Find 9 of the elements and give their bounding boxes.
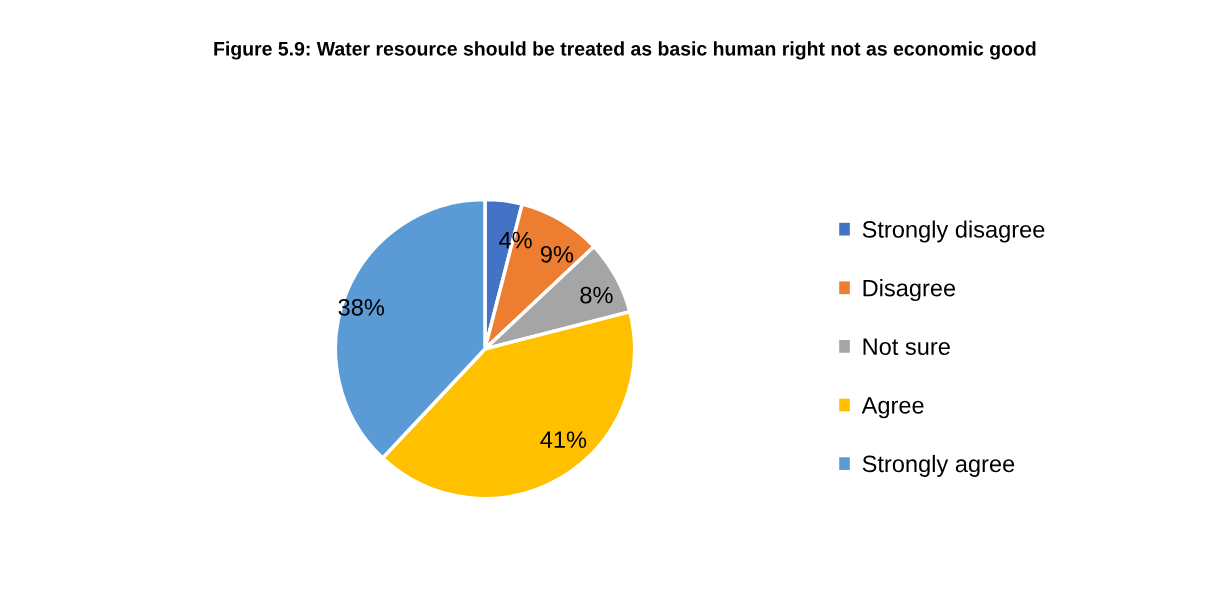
legend-label: Strongly agree xyxy=(862,454,1015,477)
data-label: 41% xyxy=(540,431,587,448)
chart-title: Figure 5.9: Water resource should be treated as basic human right not as economic good xyxy=(214,41,1036,60)
legend-label: Agree xyxy=(861,397,924,419)
data-label: 9% xyxy=(540,245,574,263)
legend-label: Disagree xyxy=(863,279,956,302)
data-label: 8% xyxy=(580,286,613,304)
legend-label: Strongly disagree xyxy=(862,220,1045,243)
legend-label: Not sure xyxy=(863,338,950,356)
